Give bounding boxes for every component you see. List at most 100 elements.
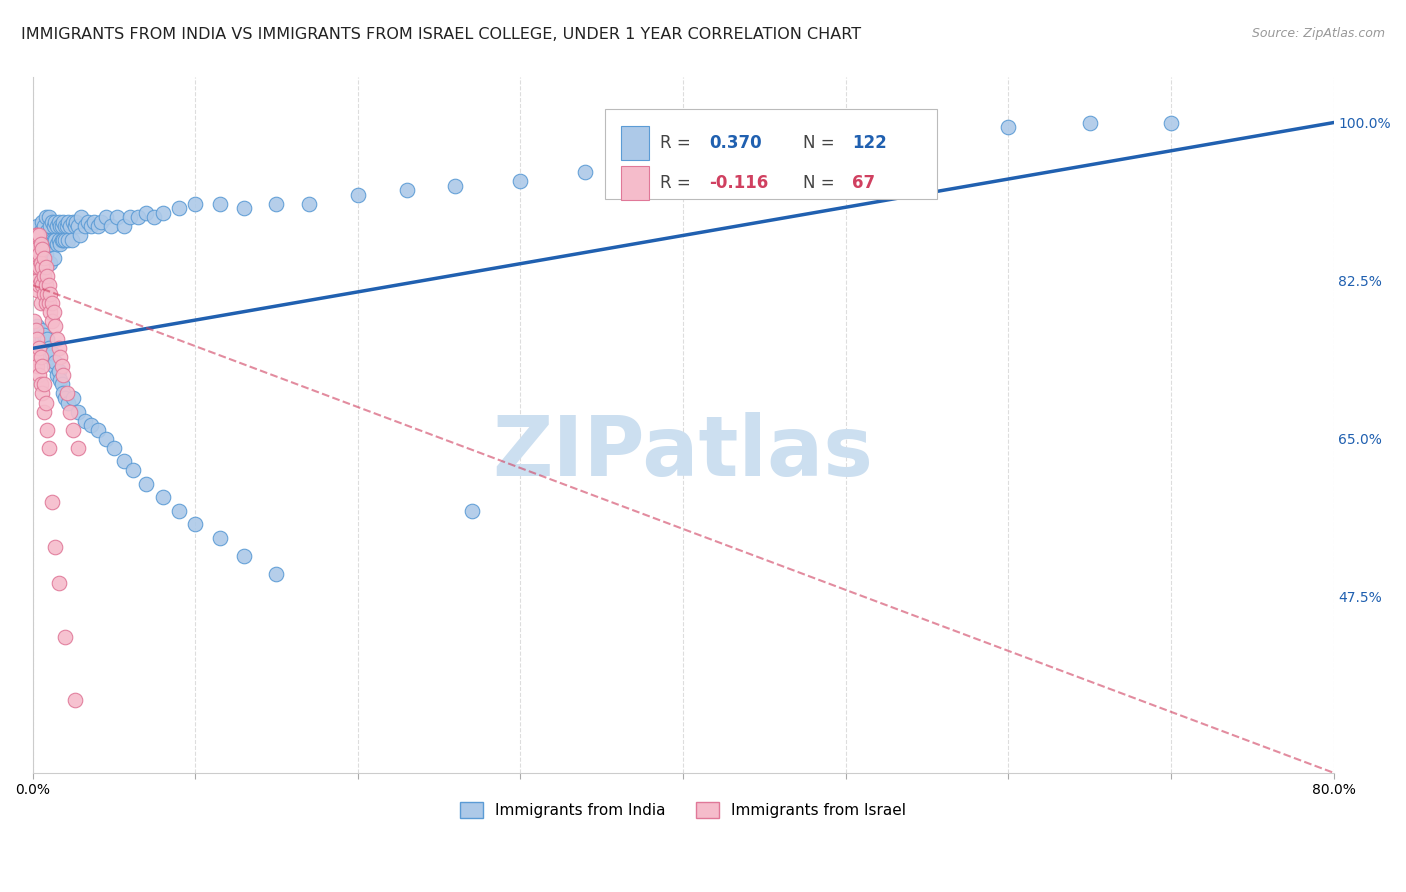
Point: [32, 377, 55, 392]
Point: [76, 215, 98, 229]
Point: [152, 491, 174, 505]
Point: [67, 404, 90, 418]
Point: [574, 165, 596, 179]
Point: [38, 233, 60, 247]
Point: [51, 359, 73, 374]
Point: [80, 418, 103, 433]
Point: [32, 327, 55, 342]
Point: [38, 441, 60, 455]
Bar: [620, 166, 650, 200]
Point: [105, 211, 128, 225]
Point: [184, 517, 207, 532]
Legend: Immigrants from India, Immigrants from Israel: Immigrants from India, Immigrants from I…: [454, 796, 912, 824]
Point: [346, 187, 368, 202]
Point: [30, 351, 52, 365]
Point: [266, 197, 288, 211]
Point: [63, 219, 86, 234]
Point: [86, 219, 108, 234]
Point: [51, 233, 73, 247]
Point: [39, 219, 62, 234]
Point: [509, 174, 531, 188]
Point: [31, 386, 53, 401]
Point: [32, 287, 55, 301]
Point: [28, 246, 51, 260]
Point: [27, 318, 49, 333]
Point: [41, 296, 63, 310]
Point: [232, 202, 254, 216]
Point: [94, 432, 117, 446]
Point: [34, 260, 56, 274]
Point: [28, 342, 51, 356]
Point: [915, 125, 938, 139]
Point: [48, 576, 70, 591]
Point: [55, 386, 77, 401]
Point: [51, 219, 73, 234]
Point: [37, 255, 59, 269]
Point: [704, 147, 727, 161]
Point: [44, 215, 66, 229]
Point: [112, 454, 135, 468]
Point: [34, 228, 56, 243]
Text: R =: R =: [659, 134, 696, 152]
Point: [120, 211, 142, 225]
Point: [44, 355, 66, 369]
Point: [53, 233, 76, 247]
Point: [80, 219, 103, 234]
Point: [31, 359, 53, 374]
Point: [100, 219, 122, 234]
Point: [184, 197, 207, 211]
Point: [53, 391, 76, 405]
Text: 122: 122: [852, 134, 887, 152]
Point: [41, 495, 63, 509]
Point: [48, 342, 70, 356]
Point: [32, 219, 55, 234]
Point: [45, 368, 67, 383]
Bar: [620, 127, 650, 160]
Point: [34, 211, 56, 225]
Point: [39, 287, 62, 301]
Point: [22, 233, 45, 247]
Point: [167, 202, 190, 216]
Point: [52, 233, 75, 247]
Point: [31, 332, 53, 346]
Point: [30, 237, 52, 252]
Point: [32, 404, 55, 418]
Point: [31, 278, 53, 293]
Point: [38, 211, 60, 225]
Point: [53, 219, 76, 234]
Text: 0.370: 0.370: [709, 134, 762, 152]
Point: [45, 237, 67, 252]
Point: [127, 211, 149, 225]
Point: [44, 318, 66, 333]
Point: [48, 233, 70, 247]
Point: [37, 423, 59, 437]
Point: [62, 423, 84, 437]
Point: [30, 237, 52, 252]
Point: [266, 567, 288, 582]
Point: [42, 251, 65, 265]
Point: [45, 332, 67, 346]
Point: [30, 224, 52, 238]
Point: [834, 129, 856, 144]
Point: [28, 233, 51, 247]
Point: [24, 274, 46, 288]
Point: [997, 120, 1019, 134]
Point: [34, 278, 56, 293]
Point: [28, 228, 51, 243]
Point: [39, 255, 62, 269]
Point: [27, 242, 49, 256]
Point: [30, 255, 52, 269]
Point: [122, 463, 145, 477]
Point: [42, 219, 65, 234]
Point: [39, 305, 62, 319]
Point: [58, 233, 80, 247]
Point: [67, 219, 90, 234]
Point: [28, 278, 51, 293]
Point: [45, 219, 67, 234]
Point: [38, 296, 60, 310]
Text: R =: R =: [659, 174, 696, 192]
Point: [37, 224, 59, 238]
Point: [395, 183, 418, 197]
Point: [640, 156, 662, 170]
Point: [32, 251, 55, 265]
